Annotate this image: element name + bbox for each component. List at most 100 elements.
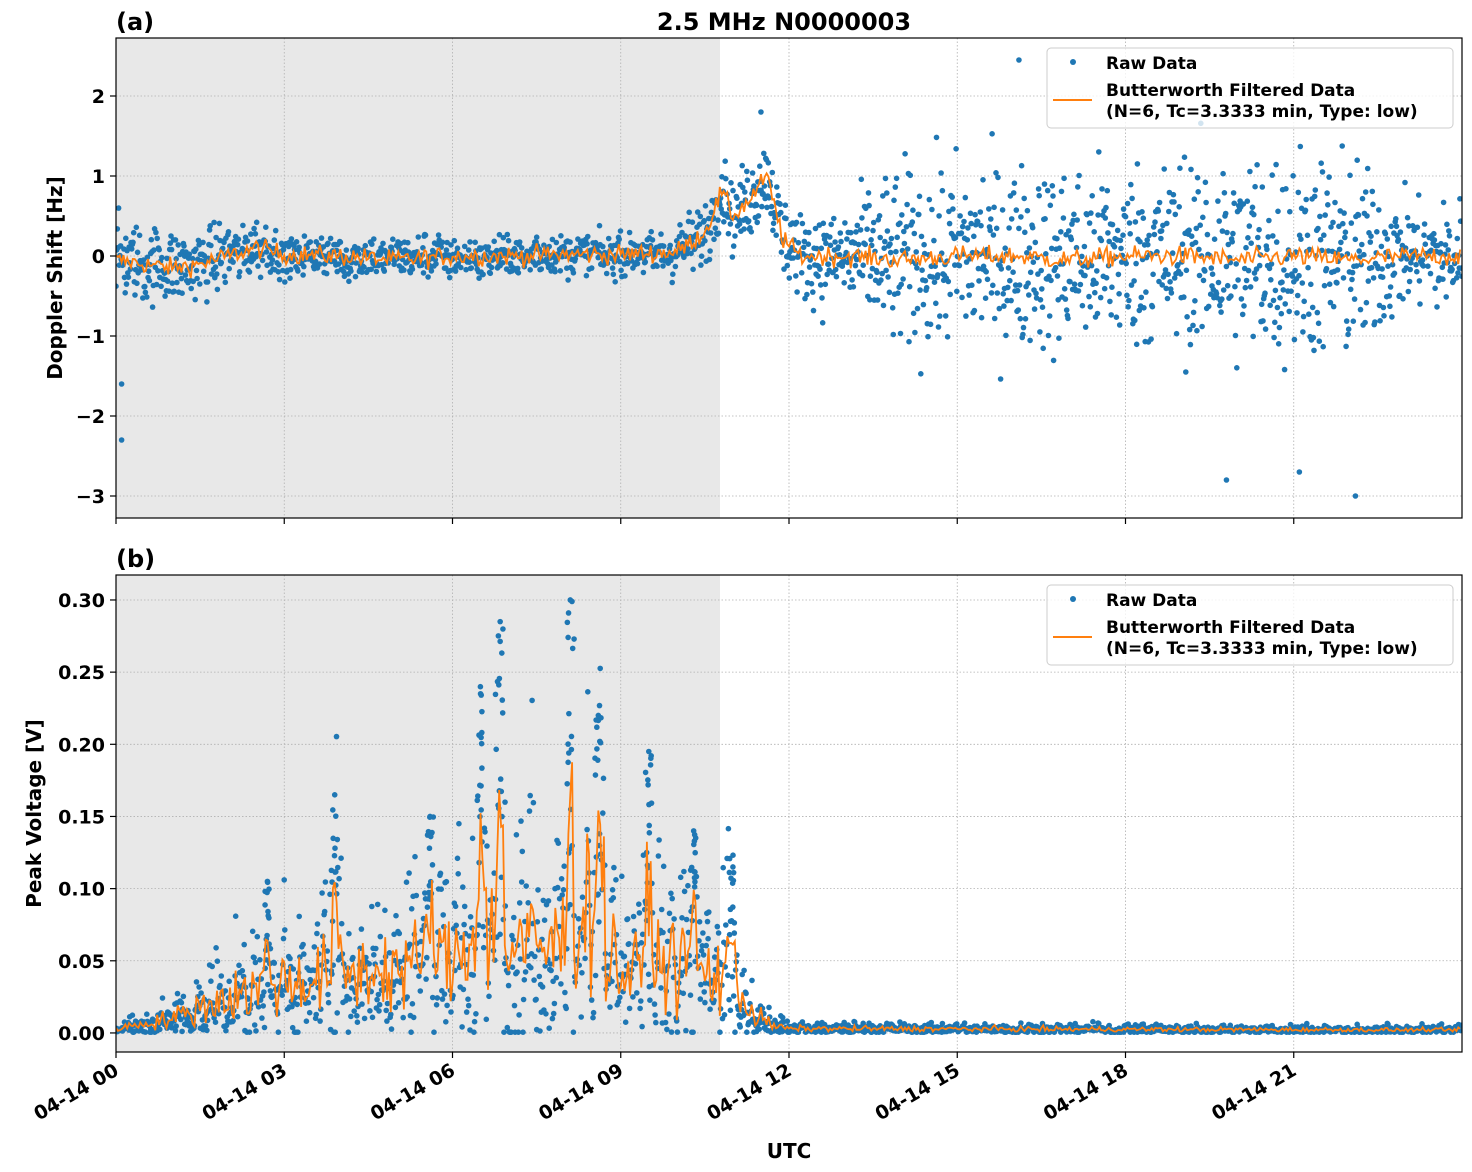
raw-data-point bbox=[477, 683, 484, 690]
raw-data-point bbox=[632, 961, 639, 967]
raw-data-point bbox=[361, 980, 367, 987]
raw-data-point bbox=[1324, 190, 1330, 196]
raw-data-point bbox=[294, 1001, 301, 1008]
raw-data-point bbox=[892, 184, 899, 190]
raw-data-point bbox=[287, 955, 293, 962]
raw-data-point bbox=[373, 945, 379, 952]
raw-data-point bbox=[667, 242, 673, 249]
raw-data-point bbox=[784, 262, 791, 269]
raw-data-point bbox=[988, 290, 995, 296]
raw-data-point bbox=[959, 294, 965, 301]
raw-data-point bbox=[295, 1029, 301, 1035]
raw-data-point bbox=[917, 287, 923, 293]
raw-data-point bbox=[123, 235, 129, 242]
raw-data-point bbox=[1120, 232, 1126, 238]
raw-data-point bbox=[145, 268, 152, 275]
raw-data-point bbox=[1306, 311, 1312, 318]
raw-data-point bbox=[766, 1004, 772, 1011]
raw-data-point bbox=[159, 254, 165, 261]
raw-data-point bbox=[858, 176, 865, 183]
raw-data-point bbox=[168, 1025, 175, 1031]
raw-data-point bbox=[1230, 230, 1236, 237]
raw-data-point bbox=[455, 871, 462, 877]
raw-data-point bbox=[594, 746, 600, 752]
raw-data-point bbox=[933, 300, 939, 307]
raw-data-point bbox=[367, 1008, 373, 1014]
raw-data-point bbox=[391, 931, 397, 938]
raw-data-point bbox=[646, 822, 653, 829]
raw-data-point bbox=[1106, 238, 1112, 245]
raw-data-point bbox=[396, 930, 403, 937]
raw-data-point bbox=[1042, 216, 1048, 222]
raw-data-point bbox=[766, 195, 772, 201]
raw-data-point bbox=[567, 239, 573, 245]
raw-data-point bbox=[1281, 267, 1287, 273]
raw-data-point bbox=[990, 232, 997, 238]
raw-data-point bbox=[253, 219, 260, 226]
raw-data-point bbox=[337, 239, 344, 245]
raw-data-point bbox=[279, 992, 286, 998]
raw-data-point bbox=[668, 890, 674, 897]
raw-data-point bbox=[269, 257, 276, 263]
raw-data-point bbox=[1067, 278, 1073, 285]
raw-data-point bbox=[660, 929, 666, 936]
raw-data-point bbox=[1453, 275, 1460, 281]
raw-data-point bbox=[704, 918, 711, 925]
raw-data-point bbox=[1374, 229, 1380, 235]
raw-data-point bbox=[548, 967, 554, 974]
raw-data-point bbox=[736, 221, 743, 227]
raw-data-point bbox=[988, 216, 994, 222]
raw-data-point bbox=[679, 955, 686, 962]
raw-data-point bbox=[1389, 314, 1395, 320]
raw-data-point bbox=[1165, 271, 1171, 278]
raw-data-point bbox=[957, 213, 963, 219]
raw-data-point bbox=[893, 175, 900, 182]
raw-data-point bbox=[1007, 277, 1013, 284]
raw-data-point bbox=[429, 862, 436, 868]
raw-data-point bbox=[226, 265, 232, 272]
raw-data-point bbox=[1138, 294, 1145, 301]
raw-data-point bbox=[1133, 260, 1139, 267]
raw-data-point bbox=[674, 1029, 681, 1035]
raw-data-point bbox=[1081, 243, 1088, 250]
raw-data-point bbox=[1094, 268, 1100, 274]
raw-data-point bbox=[366, 961, 373, 967]
raw-data-point bbox=[1434, 304, 1440, 310]
raw-data-point bbox=[1300, 313, 1307, 320]
raw-data-point bbox=[241, 941, 247, 948]
raw-data-point bbox=[276, 262, 282, 268]
raw-data-point bbox=[1058, 229, 1064, 235]
raw-data-point bbox=[514, 265, 521, 272]
raw-data-point bbox=[864, 226, 870, 232]
raw-data-point bbox=[867, 297, 873, 303]
raw-data-point bbox=[530, 799, 537, 806]
raw-data-point bbox=[977, 209, 984, 215]
raw-data-point bbox=[1230, 190, 1237, 196]
raw-data-point bbox=[770, 227, 776, 234]
raw-data-point bbox=[1348, 220, 1355, 226]
raw-data-point bbox=[1354, 157, 1360, 163]
raw-data-point bbox=[475, 793, 481, 799]
raw-data-point bbox=[271, 960, 278, 966]
raw-data-point bbox=[1342, 234, 1348, 241]
x-tick-label: 04-14 18 bbox=[1040, 1059, 1132, 1125]
raw-data-point bbox=[1385, 1021, 1391, 1028]
raw-data-point bbox=[832, 239, 838, 245]
raw-data-point bbox=[626, 229, 633, 236]
raw-data-point bbox=[487, 270, 494, 277]
raw-data-point bbox=[565, 741, 571, 747]
raw-data-point bbox=[479, 765, 485, 771]
raw-data-point bbox=[323, 270, 330, 277]
raw-data-point bbox=[1317, 236, 1324, 243]
raw-data-point bbox=[1096, 149, 1102, 155]
raw-data-point bbox=[978, 222, 984, 229]
raw-data-point bbox=[198, 990, 204, 996]
raw-data-point bbox=[971, 233, 977, 240]
raw-data-point bbox=[500, 626, 506, 632]
raw-data-point bbox=[744, 1029, 750, 1035]
raw-data-point bbox=[1099, 186, 1105, 192]
raw-data-point bbox=[645, 777, 651, 783]
raw-data-point bbox=[1101, 285, 1108, 292]
raw-data-point bbox=[1102, 215, 1109, 221]
